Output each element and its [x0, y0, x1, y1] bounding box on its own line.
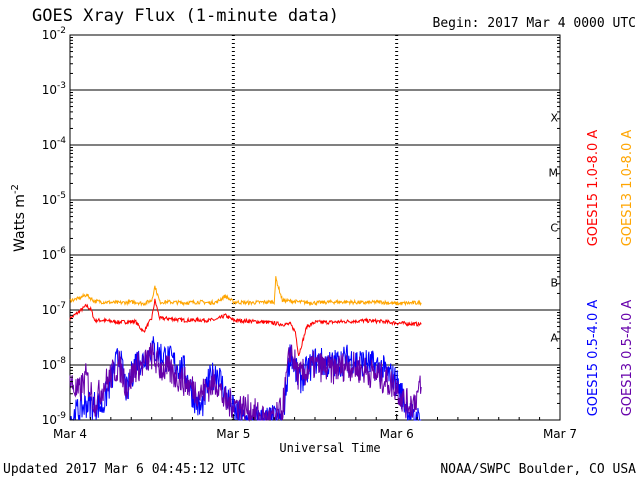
series-line-3 [69, 342, 422, 422]
y-axis-title: Watts m-2 [10, 184, 28, 252]
x-tick-label: Mar 7 [543, 427, 577, 441]
x-tick-label: Mar 5 [216, 427, 250, 441]
day-tick-marks [231, 35, 399, 420]
flare-class-X: X [550, 112, 558, 125]
x-tick-label: Mar 6 [380, 427, 414, 441]
series-group [69, 276, 422, 422]
credit-text: NOAA/SWPC Boulder, CO USA [440, 462, 636, 477]
x-axis: Mar 4 Mar 5 Mar 6 Mar 7 [53, 414, 577, 441]
legend-entry-1: GOES13 1.0-8.0 A [620, 130, 635, 247]
flare-class-B: B [550, 277, 558, 290]
legend-entry-0: GOES15 1.0-8.0 A [586, 130, 601, 247]
x-axis-title: Universal Time [279, 441, 381, 455]
y-axis: 10-9 10-8 10-7 10-6 10-5 10-4 10-3 10-2 [42, 26, 560, 427]
y-tick-label: 10-7 [42, 301, 66, 317]
flare-class-labels: A B C M X [549, 112, 559, 345]
series-line-0 [69, 298, 422, 357]
flare-class-C: C [550, 222, 558, 235]
begin-time: Begin: 2017 Mar 4 0000 UTC [432, 16, 637, 31]
y-tick-label: 10-5 [42, 191, 66, 207]
chart-title: GOES Xray Flux (1-minute data) [32, 6, 340, 26]
y-tick-label: 10-4 [42, 136, 67, 152]
legend-entry-2: GOES15 0.5-4.0 A [586, 300, 601, 417]
y-tick-label: 10-2 [42, 26, 66, 42]
y-tick-label: 10-6 [42, 246, 67, 262]
y-tick-label: 10-3 [42, 81, 66, 97]
grid-lines [70, 89, 560, 366]
updated-time: Updated 2017 Mar 6 04:45:12 UTC [3, 462, 246, 477]
x-tick-label: Mar 4 [53, 427, 87, 441]
y-tick-label: 10-8 [42, 356, 67, 372]
legend: GOES15 1.0-8.0 A GOES13 1.0-8.0 A GOES15 0… [586, 130, 635, 417]
legend-entry-3: GOES13 0.5-4.0 A [620, 300, 635, 417]
y-tick-label: 10-9 [42, 411, 67, 427]
series-line-1 [69, 276, 422, 307]
flare-class-A: A [550, 332, 558, 345]
flare-class-M: M [549, 167, 559, 180]
